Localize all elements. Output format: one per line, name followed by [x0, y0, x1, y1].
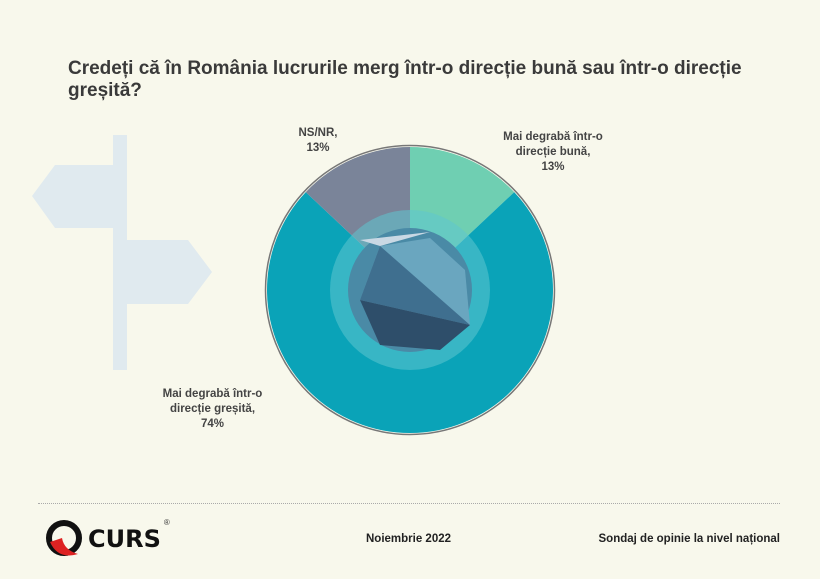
slice-label-text: NS/NR — [298, 127, 335, 139]
slice-value: 74% — [200, 418, 225, 430]
curs-logo-icon — [46, 520, 82, 556]
survey-description: Sondaj de opinie la nivel național — [598, 533, 780, 545]
slice-label-good: Mai degrabă într-o direcție bună, 13% — [503, 131, 603, 173]
footer-divider — [38, 503, 780, 504]
pie-outline — [264, 144, 556, 436]
chart-title: Credeți că în România lucrurile merg înt… — [68, 58, 742, 101]
slice-label-wrong: Mai degrabă într-o direcție greșită, 74% — [162, 388, 263, 430]
slice-value: 13% — [306, 142, 330, 154]
survey-date: Noiembrie 2022 — [366, 533, 452, 545]
slice-value: 13% — [541, 161, 565, 173]
brand-logo: CURS — [88, 525, 161, 553]
slice-label-text: Mai degrabă într-o direcție greșită — [162, 388, 263, 415]
slice-label-text: Mai degrabă într-o direcție bună — [503, 131, 603, 158]
signpost-decoration — [32, 135, 212, 370]
slice-label-nsnr: NS/NR, 13% — [298, 127, 338, 154]
brand-row: CURS ® — [88, 518, 170, 556]
center-decoration — [330, 210, 490, 370]
registered-mark: ® — [163, 518, 170, 527]
